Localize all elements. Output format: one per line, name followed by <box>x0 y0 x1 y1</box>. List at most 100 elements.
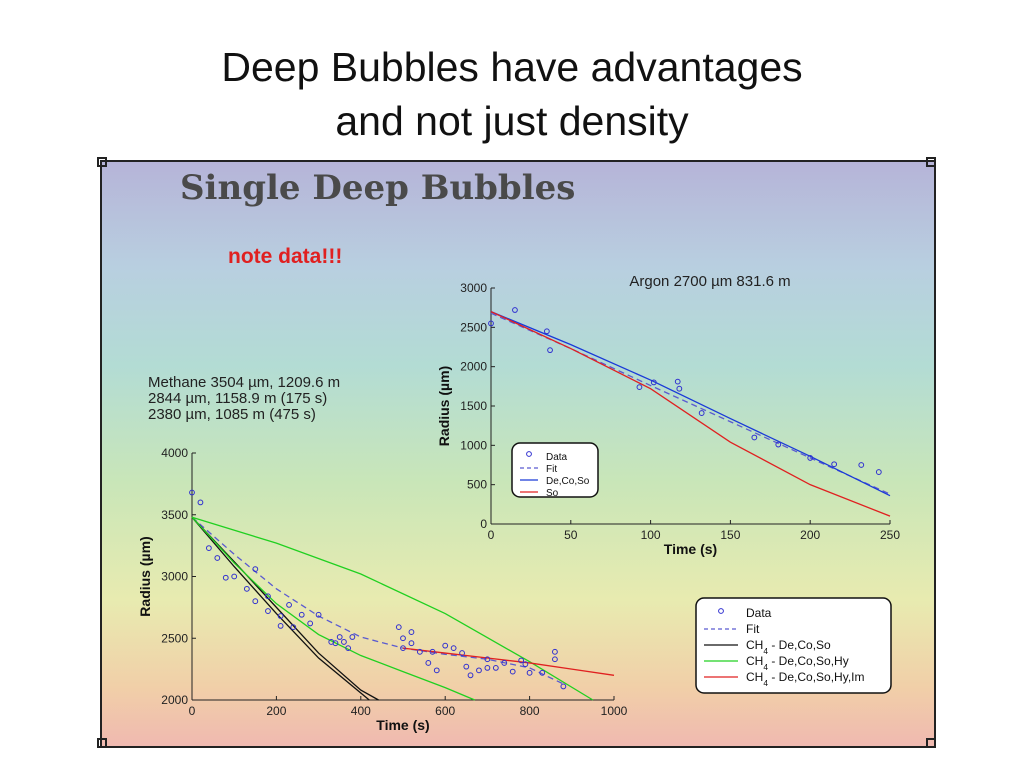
data-point <box>807 455 814 461</box>
y-tick-label: 2000 <box>460 360 487 374</box>
data-point <box>332 640 339 647</box>
data-point <box>416 648 423 655</box>
series-line <box>490 310 891 497</box>
x-tick-label: 200 <box>266 704 286 718</box>
chart-title: Argon 2700 µm 831.6 m <box>629 273 790 290</box>
data-point <box>345 645 352 652</box>
data-point <box>522 661 529 668</box>
slide-title-line2: and not just density <box>335 98 689 144</box>
legend-label: Fit <box>746 622 760 636</box>
y-tick-label: 3500 <box>161 508 188 522</box>
legend-label: CH4 - De,Co,So,Hy,Im <box>746 670 864 688</box>
corner-handle-bottom-right[interactable] <box>926 738 936 748</box>
x-tick-label: 100 <box>641 528 661 542</box>
corner-handle-top-right[interactable] <box>926 157 936 167</box>
legend-marker <box>526 451 532 457</box>
data-point <box>858 462 865 468</box>
x-axis-label: Time (s) <box>664 541 717 557</box>
data-point <box>349 634 356 640</box>
x-tick-label: 600 <box>435 704 455 718</box>
y-axis-label: Radius (µm) <box>436 366 452 446</box>
data-point <box>425 660 432 666</box>
y-tick-label: 2500 <box>460 320 487 334</box>
data-point <box>408 640 415 647</box>
chart-2: 0 200 400 600 800 1000 2000 2500 3000 3500 4000 Tim… <box>137 374 892 733</box>
series-line <box>191 516 370 701</box>
x-tick-label: 0 <box>189 704 196 718</box>
y-tick-label: 1000 <box>460 438 487 452</box>
data-point <box>265 593 271 600</box>
y-tick-label: 1500 <box>460 399 487 413</box>
data-point <box>552 648 558 655</box>
x-tick-label: 400 <box>351 704 371 718</box>
y-tick-label: 3000 <box>161 570 188 584</box>
legend-label: Data <box>546 452 568 463</box>
series-line <box>490 311 891 517</box>
data-point <box>676 385 683 392</box>
data-point <box>243 585 250 592</box>
series-line <box>402 647 615 676</box>
data-point <box>467 672 474 679</box>
data-point <box>526 669 533 676</box>
series-line <box>191 516 594 701</box>
data-point <box>341 639 347 645</box>
x-tick-label: 800 <box>520 704 540 718</box>
data-point <box>189 489 195 496</box>
series-line <box>191 516 475 701</box>
data-point <box>205 545 212 551</box>
data-point <box>488 320 494 327</box>
data-point <box>484 664 491 671</box>
x-tick-label: 250 <box>880 528 900 542</box>
data-point <box>315 611 322 618</box>
data-point <box>400 645 406 652</box>
y-tick-label: 3000 <box>460 281 487 295</box>
data-point <box>395 624 402 631</box>
corner-handle-top-left[interactable] <box>97 157 107 167</box>
data-point <box>509 668 516 675</box>
data-point <box>433 667 440 674</box>
data-point <box>197 499 204 506</box>
slide-title-line1: Deep Bubbles have advantages <box>221 44 803 90</box>
corner-handle-bottom-left[interactable] <box>97 738 107 748</box>
data-point <box>674 378 681 385</box>
legend-label: Data <box>746 606 772 620</box>
data-point <box>650 379 657 386</box>
data-point <box>290 624 297 631</box>
data-point <box>751 434 758 441</box>
data-point <box>512 307 518 313</box>
data-point <box>463 663 470 670</box>
data-point <box>547 347 553 354</box>
data-point <box>636 384 643 391</box>
data-point <box>831 461 838 468</box>
data-point <box>429 648 436 655</box>
data-point <box>298 611 305 618</box>
data-point <box>265 608 271 614</box>
panel-heading: Single Deep Bubbles <box>180 168 576 208</box>
data-point <box>775 441 782 448</box>
data-point <box>484 656 491 663</box>
data-point <box>336 634 343 640</box>
y-tick-label: 4000 <box>161 446 188 460</box>
y-axis-label: Radius (µm) <box>137 536 153 616</box>
x-tick-label: 150 <box>720 528 740 542</box>
data-point <box>277 613 284 619</box>
data-point <box>222 574 229 581</box>
y-tick-label: 2000 <box>161 693 188 707</box>
data-point <box>492 664 499 671</box>
data-point <box>408 629 415 635</box>
data-point <box>450 645 457 652</box>
legend-label: De,Co,So <box>546 476 590 487</box>
data-point <box>252 566 259 572</box>
data-point <box>231 573 238 580</box>
data-point <box>476 667 482 674</box>
legend-box <box>511 442 599 498</box>
y-tick-label: 2500 <box>161 631 188 645</box>
series-line <box>191 516 379 701</box>
data-point <box>552 656 558 663</box>
legend-label: Fit <box>546 464 557 475</box>
data-point <box>543 328 550 335</box>
data-point <box>214 555 221 561</box>
data-point <box>277 623 284 629</box>
data-point <box>459 650 465 656</box>
